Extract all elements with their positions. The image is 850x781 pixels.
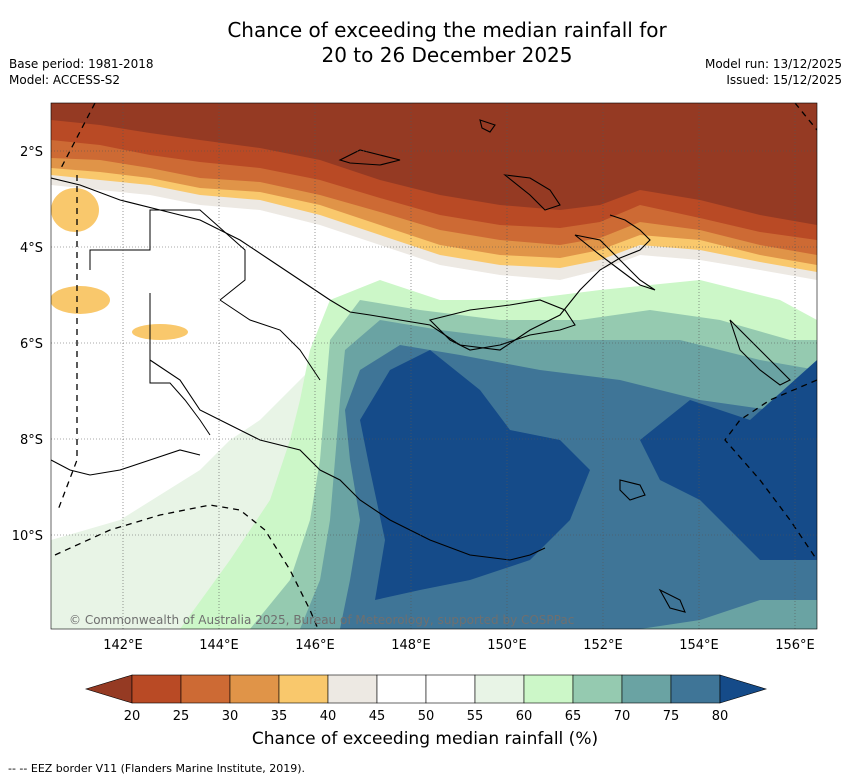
colorbar-tick-label: 55 [467,709,484,724]
model-run-text: Model run: 13/12/2025 [704,57,842,71]
colorbar-tick-label: 45 [369,709,386,724]
island-louisiade [619,479,646,501]
lon-label: 152°E [583,638,623,653]
lon-label: 146°E [295,638,335,653]
field-80-a [360,350,590,600]
colorbar-arrow-left [84,674,133,704]
lat-label: 8°S [20,433,43,448]
colorbar-tick-label: 75 [663,709,680,724]
colorbar-tick-label: 35 [271,709,288,724]
island-manus [338,149,401,166]
model-text: Model: ACCESS-S2 [9,73,121,87]
province-border-1 [89,209,246,301]
coast-north [51,177,651,351]
province-border-2 [219,299,321,381]
colorbar-tick-label: 70 [614,709,631,724]
eez-4 [794,103,817,131]
colorbar-title: Chance of exceeding median rainfall (%) [251,729,599,749]
colorbar-tick-label: 20 [124,709,141,724]
lon-label: 150°E [487,638,527,653]
eez-5 [724,379,817,561]
colorbar-cell [376,674,427,704]
patch-dry-1 [51,188,99,232]
eez-2 [57,175,78,511]
colorbar-cell [572,674,623,704]
lat-label: 10°S [12,529,43,544]
colorbar-tick-label: 50 [418,709,435,724]
colorbar-tick-label: 30 [222,709,239,724]
colorbar-cell [670,674,721,704]
field-80-b [640,360,817,560]
colorbar-cell [523,674,574,704]
eez-borders [54,103,817,629]
eez-1 [59,103,96,171]
island-new-ireland-b [574,234,656,291]
coastlines [51,119,791,613]
colorbar-tick-label: 25 [173,709,190,724]
colorbar-cell [621,674,672,704]
colorbar-ticks: 20 25 30 35 40 45 50 55 60 65 70 75 80 [124,709,729,724]
lat-label: 2°S [20,145,43,160]
lat-axis: 2°S 4°S 6°S 8°S 10°S [12,145,43,544]
meta-right: Model run: 13/12/2025 Issued: 15/12/2025 [705,56,842,88]
lon-label: 144°E [199,638,239,653]
colorbar-tick-label: 65 [565,709,582,724]
lon-label: 156°E [775,638,815,653]
colorbar-cell [425,674,476,704]
colorbar-cell [278,674,329,704]
patch-dry-2 [51,286,110,314]
issued-text: Issued: 15/12/2025 [726,73,842,87]
colorbar: 20 25 30 35 40 45 50 55 60 65 70 75 80 [84,674,768,724]
eez-footnote: -- -- EEZ border V11 (Flanders Marine In… [8,762,306,775]
rainfall-field [51,103,817,629]
coast-southwest [51,449,201,476]
lon-label: 148°E [391,638,431,653]
eez-3 [54,504,319,629]
island-new-ireland-a [503,174,561,211]
lon-label: 142°E [103,638,143,653]
coast-south [149,359,546,561]
copyright-text: © Commonwealth of Australia 2025, Bureau… [69,613,575,627]
title-line-1: Chance of exceeding the median rainfall … [227,18,667,42]
lat-label: 4°S [20,241,43,256]
colorbar-arrow-right [719,674,768,704]
lon-label: 154°E [679,638,719,653]
lon-axis: 142°E 144°E 146°E 148°E 150°E 152°E 154°… [103,638,815,653]
png-border [149,293,211,436]
base-period-text: Base period: 1981-2018 [9,57,154,71]
title-line-2: 20 to 26 December 2025 [321,43,573,67]
meta-left: Base period: 1981-2018 Model: ACCESS-S2 [9,56,154,88]
map-frame [50,102,818,630]
borders [89,209,321,436]
colorbar-cell [327,674,378,704]
island-rossel [658,588,686,613]
colorbar-cell [229,674,280,704]
colorbar-cells [84,674,768,704]
colorbar-tick-label: 40 [320,709,337,724]
patch-dry-3 [132,324,188,340]
gridlines [51,103,817,629]
colorbar-cell [180,674,231,704]
colorbar-cell [474,674,525,704]
island-bougainville [729,319,791,386]
island-small [479,119,496,133]
field-below-20 [51,103,817,225]
colorbar-tick-label: 60 [516,709,533,724]
colorbar-tick-label: 80 [712,709,729,724]
map-title: Chance of exceeding the median rainfall … [0,18,850,68]
lat-label: 6°S [20,337,43,352]
colorbar-cell [131,674,182,704]
island-new-britain [428,299,576,351]
